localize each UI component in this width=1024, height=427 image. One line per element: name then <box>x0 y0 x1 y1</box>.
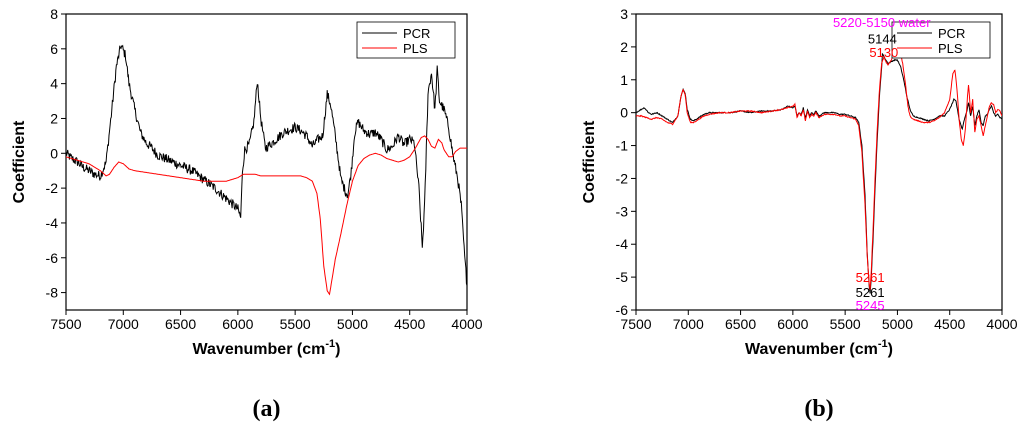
x-axis-title-tail: ) <box>335 341 340 358</box>
x-tick-label: 5500 <box>830 316 861 332</box>
y-tick-label: -8 <box>46 285 59 301</box>
y-tick-label: 4 <box>50 76 58 92</box>
x-tick-label: 4000 <box>986 316 1017 332</box>
x-tick-label: 6500 <box>165 316 196 332</box>
series-line-pls <box>66 135 467 296</box>
y-tick-label: -2 <box>46 180 59 196</box>
y-tick-label: 0 <box>50 145 58 161</box>
x-tick-label: 7500 <box>620 316 651 332</box>
x-axis-title: Wavenumber (cm-1) <box>193 338 341 358</box>
x-tick-label: 4000 <box>451 316 482 332</box>
x-axis-title-main: Wavenumber (cm <box>745 341 878 358</box>
x-tick-label: 4500 <box>394 316 425 332</box>
annotation-label: 5261 <box>856 270 885 285</box>
y-tick-label: 2 <box>50 110 58 126</box>
y-tick-label: 1 <box>620 72 628 88</box>
y-tick-label: -4 <box>46 215 59 231</box>
annotation-label: 5220-5150 water <box>833 15 931 30</box>
legend-label-pls: PLS <box>938 41 963 56</box>
x-axis-title-tail: ) <box>888 341 893 358</box>
legend-box <box>356 21 456 59</box>
plot-frame <box>65 13 468 311</box>
x-tick-label: 6000 <box>777 316 808 332</box>
y-tick-label: 0 <box>620 105 628 121</box>
legend-label-pcr: PCR <box>403 26 430 41</box>
y-tick-label: 2 <box>620 39 628 55</box>
legend-label-pcr: PCR <box>938 26 965 41</box>
x-tick-label: 5000 <box>882 316 913 332</box>
x-tick-label: 7500 <box>50 316 81 332</box>
plot-frame <box>635 13 1003 311</box>
x-tick-label: 6000 <box>222 316 253 332</box>
y-tick-label: -3 <box>616 203 629 219</box>
annotation-label: 5144 <box>868 32 897 47</box>
series-line-pcr <box>636 52 1002 294</box>
y-tick-label: -6 <box>46 250 59 266</box>
y-tick-label: -2 <box>616 170 629 186</box>
y-tick-label: 3 <box>620 6 628 22</box>
x-axis-title-superscript: -1 <box>325 338 335 350</box>
annotation-label: 5130 <box>869 45 898 60</box>
x-tick-label: 5500 <box>280 316 311 332</box>
chart-panel-a: 7500 7000 6500 6000 5500 5000 4500 4000 -8 -6 -4 -2… <box>11 6 483 422</box>
series-line-pcr <box>66 44 467 286</box>
y-axis-title: Coefficient <box>11 120 28 203</box>
annotation-label: 5261 <box>856 285 885 300</box>
y-tick-label: -4 <box>616 236 629 252</box>
panel-label: (b) <box>804 396 833 422</box>
x-tick-label: 4500 <box>934 316 965 332</box>
chart-panel-b: 7500 7000 6500 6000 5500 5000 4500 4000 -6 -5 -4 -3… <box>581 6 1018 422</box>
legend-box <box>891 21 991 59</box>
x-tick-label: 7000 <box>108 316 139 332</box>
x-tick-label: 5000 <box>337 316 368 332</box>
y-tick-label: -5 <box>616 269 629 285</box>
legend-label-pls: PLS <box>403 41 428 56</box>
series-line-pls <box>636 44 1002 290</box>
y-tick-label: 8 <box>50 6 58 22</box>
panel-label: (a) <box>253 396 281 422</box>
y-tick-label: -1 <box>616 138 629 154</box>
annotation-label: 5245 <box>856 298 885 313</box>
y-axis-title: Coefficient <box>581 120 598 203</box>
y-tick-label: 6 <box>50 41 58 57</box>
x-tick-label: 7000 <box>673 316 704 332</box>
x-tick-label: 6500 <box>725 316 756 332</box>
x-axis-title-main: Wavenumber (cm <box>193 341 326 358</box>
x-axis-title-superscript: -1 <box>878 338 888 350</box>
x-axis-title: Wavenumber (cm-1) <box>745 338 893 358</box>
y-tick-label: -6 <box>616 302 629 318</box>
